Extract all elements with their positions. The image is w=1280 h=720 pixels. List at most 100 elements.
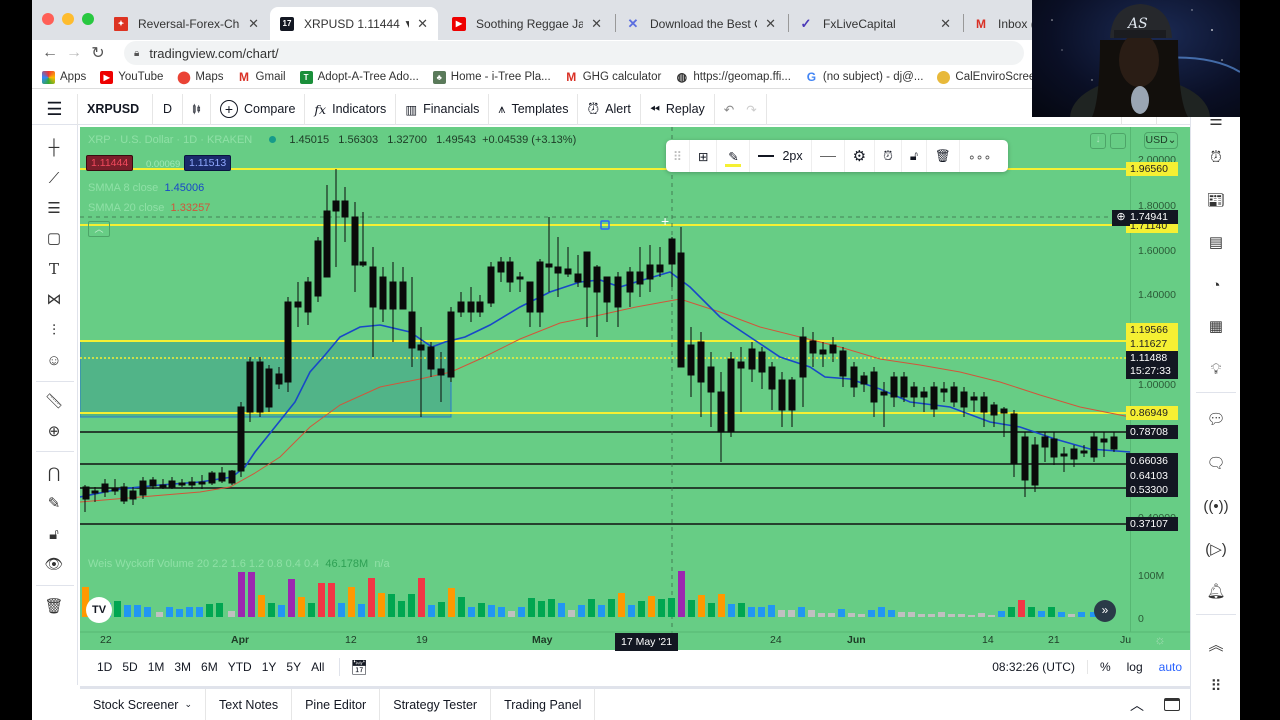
tab-text-notes[interactable]: Text Notes	[206, 689, 293, 720]
clock-timezone[interactable]: 08:32:26 (UTC)	[980, 660, 1088, 674]
ideas-button[interactable]: ◔	[1205, 274, 1227, 296]
volume-legend[interactable]: Weis Wyckoff Volume 20 2.2 1.6 1.2 0.8 0…	[88, 558, 390, 570]
interval-button[interactable]: D	[153, 93, 183, 125]
chart-type-button[interactable]	[183, 93, 211, 125]
tab-strategy-tester[interactable]: Strategy Tester	[380, 689, 492, 720]
live-stream-button[interactable]: (▷)	[1205, 538, 1227, 560]
fib-tool[interactable]: ☰	[43, 197, 65, 219]
line-color-button[interactable]: ✎	[717, 140, 751, 172]
crosshair-tool[interactable]: ┼	[43, 136, 65, 158]
range-5d[interactable]: 5D	[122, 660, 138, 674]
maximize-window-button[interactable]	[82, 13, 94, 25]
bookmark-ghg-calculator[interactable]: M GHG calculator	[566, 70, 662, 84]
bookmark-itree[interactable]: ♣ Home - i-Tree Pla...	[432, 70, 551, 84]
maximize-panel-button[interactable]	[1154, 698, 1190, 711]
percent-toggle[interactable]: %	[1099, 660, 1111, 674]
range-6m[interactable]: 6M	[201, 660, 218, 674]
bookmark-geomap[interactable]: ◍ https://geomap.ffi...	[676, 70, 791, 84]
tab-reggae-jazz[interactable]: ▶ Soothing Reggae Jazz In ✕	[442, 7, 612, 40]
close-window-button[interactable]	[42, 13, 54, 25]
more-button[interactable]: ∘∘∘	[960, 140, 999, 172]
range-1d[interactable]: 1D	[97, 660, 113, 674]
dom-button[interactable]: ⠿	[1205, 675, 1227, 697]
fullscreen-chart-button[interactable]	[1110, 133, 1126, 149]
tab-xrpusd[interactable]: 17 XRPUSD 1.11444 ▼ −0.5 ✕	[270, 7, 438, 40]
chart-settings-icon[interactable]: ☼	[1154, 632, 1166, 647]
line-style-button[interactable]	[812, 140, 845, 172]
pattern-tool[interactable]: ⋈	[43, 288, 65, 310]
rectangle-tool[interactable]: ▢	[43, 227, 65, 249]
range-5y[interactable]: 5Y	[286, 660, 302, 674]
close-tab-icon[interactable]: ✕	[940, 15, 951, 31]
lock-drawings-tool[interactable]: 🔓︎	[43, 523, 65, 545]
stay-drawing-tool[interactable]: ✎	[43, 492, 65, 514]
sell-price-button[interactable]: 1.11444	[86, 155, 134, 171]
redo-button[interactable]: ↷	[746, 102, 757, 117]
line-width-button[interactable]: 2px	[750, 140, 812, 172]
replay-button[interactable]: ⏪︎ Replay	[641, 93, 715, 125]
close-tab-icon[interactable]: ✕	[417, 15, 428, 31]
calendar-button[interactable]: ▦	[1205, 315, 1227, 337]
tab-stock-screener[interactable]: Stock Screener ⌄	[80, 689, 207, 720]
bookmark-adopt-a-tree[interactable]: T Adopt-A-Tree Ado...	[299, 70, 419, 84]
bookmark-youtube[interactable]: ▶ YouTube	[100, 70, 163, 84]
news-button[interactable]: 📰︎	[1205, 189, 1227, 211]
log-toggle[interactable]: log	[1126, 660, 1143, 674]
bookmark-no-subject[interactable]: G (no subject) - dj@...	[806, 70, 924, 84]
alert-button[interactable]: ⏰︎ Alert	[578, 93, 641, 125]
range-1y[interactable]: 1Y	[261, 660, 277, 674]
minimize-window-button[interactable]	[62, 13, 74, 25]
hide-drawings-tool[interactable]: 👁︎	[43, 553, 65, 575]
forward-button[interactable]: →	[66, 44, 82, 61]
bookmark-apps[interactable]: Apps	[42, 70, 86, 84]
symbol-search-button[interactable]: XRPUSD	[78, 93, 153, 125]
chats-button[interactable]: 💬︎	[1205, 408, 1227, 430]
close-tab-icon[interactable]: ✕	[765, 15, 776, 31]
measure-tool[interactable]: 📏︎	[43, 390, 65, 412]
auto-toggle[interactable]: auto	[1158, 660, 1182, 674]
range-ytd[interactable]: YTD	[227, 660, 252, 674]
hotlists-button[interactable]: ▤	[1205, 231, 1227, 253]
private-chats-button[interactable]: 🗨︎	[1205, 452, 1227, 474]
scroll-to-realtime-button[interactable]: »	[1094, 600, 1116, 622]
add-alert-crosshair-button[interactable]: ⊕	[1112, 210, 1130, 226]
smma20-legend[interactable]: SMMA 20 close 1.33257	[88, 202, 211, 214]
bookmark-maps[interactable]: ⬤ Maps	[177, 70, 224, 84]
range-all[interactable]: All	[311, 660, 325, 674]
bookmark-gmail[interactable]: M Gmail	[239, 70, 286, 84]
range-3m[interactable]: 3M	[174, 660, 192, 674]
tab-reversal-forex[interactable]: ✦ Reversal-Forex-Chart-Pa ✕	[104, 7, 269, 40]
url-input[interactable]: 🔒︎ tradingview.com/chart/ ☆	[124, 41, 1092, 65]
tab-crypto-download[interactable]: ✕ Download the Best Cryp ✕	[627, 15, 776, 31]
zoom-in-tool[interactable]: ⊕	[43, 420, 65, 442]
templates-button[interactable]: ⩚ Templates	[489, 93, 579, 125]
close-tab-icon[interactable]: ✕	[591, 15, 602, 31]
magnet-tool[interactable]: ⋂	[43, 462, 65, 484]
collapse-sidebar-button[interactable]: ︽	[1205, 633, 1227, 655]
tradingview-logo[interactable]: TV	[86, 597, 112, 623]
templates-button[interactable]: ⊞	[690, 140, 718, 172]
reload-button[interactable]: ↻	[91, 45, 105, 62]
ideas-stream-button[interactable]: 💡︎	[1205, 358, 1227, 380]
undo-button[interactable]: ↶	[723, 102, 735, 117]
trend-line-tool[interactable]: ⟋	[43, 167, 65, 189]
chart-pane[interactable]: XRP · U.S. Dollar · 1D · KRAKEN 1.45015 …	[80, 127, 1190, 650]
lock-button[interactable]: 🔓︎	[902, 140, 927, 172]
price-axis[interactable]	[1130, 127, 1190, 632]
financials-button[interactable]: ▥ Financials	[396, 93, 490, 125]
alerts-button[interactable]: ⏰︎	[1205, 146, 1227, 168]
tab-trading-panel[interactable]: Trading Panel	[491, 689, 596, 720]
prediction-tool[interactable]: ⫶	[43, 319, 65, 341]
tab-fxlivecapital[interactable]: ✓ FxLiveCapital ✕	[800, 15, 951, 31]
indicators-button[interactable]: fx Indicators	[305, 93, 397, 125]
collapse-legend-button[interactable]: ︿	[88, 221, 110, 237]
range-1m[interactable]: 1M	[147, 660, 165, 674]
remove-drawings-tool[interactable]: 🗑︎	[43, 595, 65, 617]
buy-price-button[interactable]: 1.11513	[184, 155, 232, 171]
text-tool[interactable]: T	[43, 258, 65, 280]
back-button[interactable]: ←	[42, 44, 58, 61]
streams-button[interactable]: ((•))	[1203, 495, 1228, 517]
tab-pine-editor[interactable]: Pine Editor	[292, 689, 381, 720]
menu-button[interactable]: ☰	[32, 93, 78, 125]
notifications-button[interactable]: 🔔︎	[1205, 580, 1227, 602]
